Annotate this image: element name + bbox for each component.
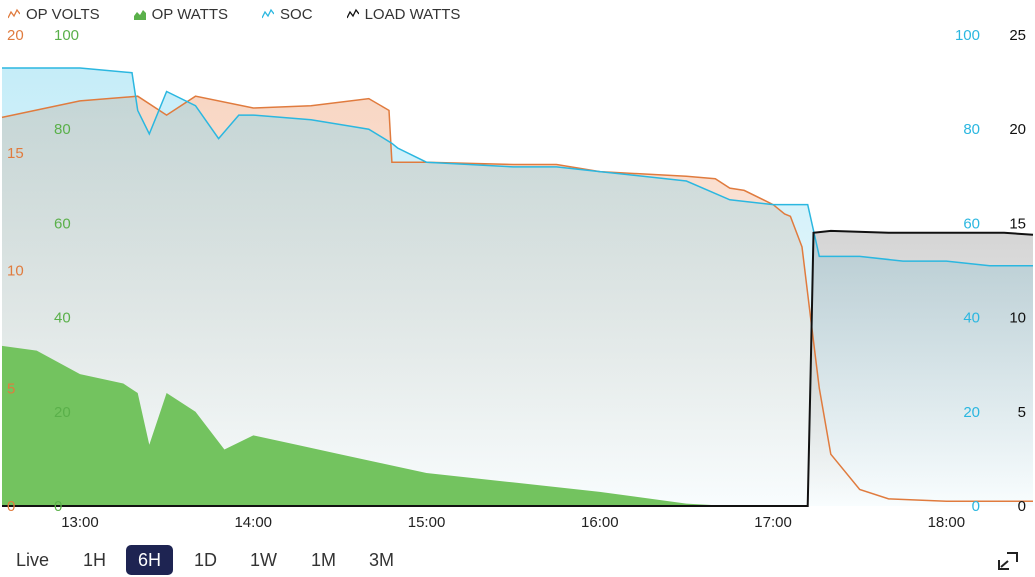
time-tick-label: 14:00 — [234, 514, 272, 531]
volts-tick-label: 20 — [7, 27, 24, 44]
line-series-icon — [346, 8, 359, 20]
legend-item-load-watts[interactable]: LOAD WATTS — [346, 5, 461, 23]
watts-tick-label: 0 — [54, 498, 62, 515]
volts-tick-label: 10 — [7, 263, 24, 280]
time-range-selector: Live 1H 6H 1D 1W 1M 3M — [0, 543, 1035, 577]
range-live-button[interactable]: Live — [16, 550, 50, 570]
series-line-soc — [2, 67, 1033, 267]
volts-tick-label: 5 — [7, 380, 15, 397]
volts-tick-label: 0 — [7, 498, 15, 515]
series-area-load-watts — [2, 230, 1033, 506]
legend-item-op-watts[interactable]: OP WATTS — [133, 5, 229, 23]
soc-tick-label: 100 — [955, 27, 980, 44]
soc-tick-label: 20 — [963, 404, 980, 421]
range-6h-button[interactable]: 6H — [126, 545, 174, 575]
series-line-load-watts — [2, 229, 1034, 507]
legend-label: LOAD WATTS — [364, 5, 461, 23]
series-area-soc — [2, 68, 1033, 506]
chart-legend: OP VOLTS OP WATTS SOC LOAD WATTS — [8, 4, 460, 24]
line-series-icon — [8, 8, 20, 20]
watts-tick-label: 60 — [54, 215, 71, 232]
legend-item-soc[interactable]: SOC — [262, 6, 313, 23]
watts-tick-label: 40 — [54, 310, 71, 327]
load-tick-label: 15 — [1009, 215, 1026, 232]
soc-tick-label: 60 — [963, 215, 980, 232]
watts-tick-label: 80 — [54, 121, 71, 138]
time-tick-label: 17:00 — [754, 514, 792, 531]
time-tick-label: 16:00 — [581, 514, 619, 531]
soc-tick-label: 40 — [963, 310, 980, 327]
legend-item-op-volts[interactable]: OP VOLTS — [8, 6, 100, 23]
chart-canvas: 0 5 10 15 20 0 20 40 60 80 100 0 20 40 60 80 100 0 5 10 15 20… — [1, 27, 1034, 531]
load-tick-label: 25 — [1009, 27, 1026, 44]
resize-icon[interactable] — [997, 551, 1019, 571]
time-tick-label: 18:00 — [928, 514, 966, 531]
load-tick-label: 10 — [1009, 310, 1026, 327]
range-1d-button[interactable]: 1D — [194, 550, 218, 570]
time-tick-label: 15:00 — [408, 514, 446, 531]
series-line-op-volts — [1, 95, 1033, 503]
range-3m-button[interactable]: 3M — [369, 550, 395, 570]
line-series-icon — [262, 8, 275, 20]
volts-tick-label: 15 — [7, 145, 24, 162]
range-1m-button[interactable]: 1M — [311, 550, 337, 570]
series-area-op-watts — [2, 345, 1033, 506]
legend-label: SOC — [280, 5, 313, 23]
watts-tick-label: 100 — [54, 27, 79, 44]
legend-label: OP WATTS — [151, 5, 229, 23]
soc-tick-label: 0 — [972, 498, 980, 515]
load-tick-label: 20 — [1009, 121, 1026, 138]
load-tick-label: 0 — [1018, 498, 1026, 515]
range-1w-button[interactable]: 1W — [250, 550, 277, 570]
legend-label: OP VOLTS — [26, 5, 100, 23]
time-tick-label: 13:00 — [61, 514, 99, 531]
bar-series-icon — [133, 8, 146, 20]
range-1h-button[interactable]: 1H — [83, 550, 107, 570]
soc-tick-label: 80 — [963, 121, 980, 138]
watts-tick-label: 20 — [54, 404, 71, 421]
load-tick-label: 5 — [1018, 404, 1026, 421]
